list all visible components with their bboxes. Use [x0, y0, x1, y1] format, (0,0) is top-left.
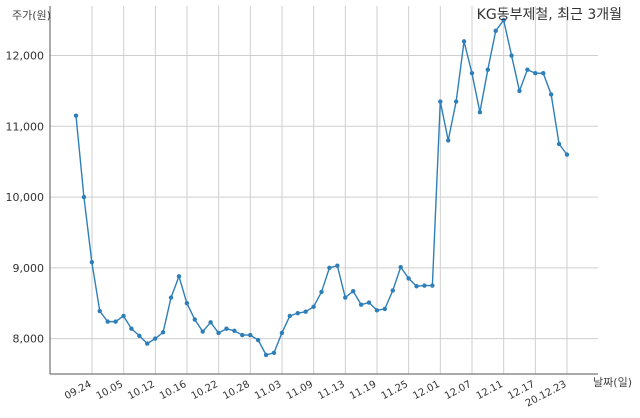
data-point — [414, 284, 419, 289]
data-point — [374, 308, 380, 313]
data-point — [89, 259, 95, 265]
data-point — [271, 350, 277, 355]
chart-title: KG동부제철, 최근 3개월 — [477, 7, 622, 23]
data-point — [152, 336, 158, 341]
y-tick-label: 11,000 — [6, 120, 45, 133]
x-tick-label: 10.22 — [190, 379, 220, 402]
x-tick-label: 11.19 — [348, 379, 378, 402]
x-tick-label: 10.16 — [158, 379, 188, 402]
data-point — [541, 71, 546, 76]
x-tick-label: 10.05 — [95, 379, 125, 402]
data-point — [145, 341, 150, 346]
data-point — [129, 326, 134, 331]
x-tick-label: 11.25 — [380, 379, 410, 402]
x-tick-label: 11.03 — [253, 379, 283, 402]
data-point — [184, 301, 190, 306]
data-point — [192, 317, 197, 322]
grid-lines — [50, 6, 598, 374]
y-tick-label: 9,000 — [13, 262, 45, 275]
data-point — [303, 309, 308, 314]
data-point — [311, 304, 316, 309]
data-point — [501, 17, 506, 23]
data-point — [446, 138, 451, 143]
data-point — [422, 283, 427, 288]
data-point — [366, 300, 372, 305]
data-point — [105, 319, 110, 324]
data-point — [81, 194, 87, 200]
data-point — [287, 313, 293, 319]
data-point — [564, 152, 570, 157]
data-point — [97, 308, 102, 314]
x-tick-label: 12.11 — [475, 379, 505, 402]
data-point — [73, 113, 79, 118]
x-tick-label: 11.13 — [316, 379, 346, 402]
data-point — [335, 263, 340, 268]
data-point — [255, 337, 261, 343]
data-point — [216, 330, 221, 336]
x-tick-label: 10.28 — [221, 379, 251, 402]
series-group — [73, 17, 570, 358]
data-point — [477, 109, 483, 115]
data-point — [390, 288, 395, 293]
data-point — [200, 329, 205, 334]
data-point — [525, 67, 530, 72]
y-tick-label: 10,000 — [6, 191, 45, 204]
axes — [49, 6, 598, 375]
data-point — [121, 313, 126, 319]
data-point — [343, 295, 348, 300]
data-point — [358, 302, 364, 307]
data-point — [232, 328, 237, 334]
data-point — [548, 92, 554, 97]
x-tick-label: 11.09 — [285, 379, 315, 402]
data-point — [398, 264, 403, 270]
data-point — [350, 289, 356, 294]
data-point — [137, 333, 142, 338]
y-tick-label: 12,000 — [6, 50, 45, 63]
data-point — [279, 330, 285, 336]
x-axis-label: 날짜(일) — [593, 375, 632, 389]
data-point — [248, 332, 253, 338]
data-point — [208, 320, 213, 325]
data-point — [240, 332, 245, 338]
data-point — [438, 99, 443, 104]
series-line — [75, 18, 568, 356]
data-point — [327, 265, 332, 271]
data-point — [469, 71, 475, 76]
data-point — [160, 330, 166, 335]
data-point — [493, 28, 498, 33]
data-point — [263, 352, 269, 358]
data-point — [533, 71, 538, 76]
data-point — [406, 276, 411, 281]
y-axis-label: 주가(원) — [12, 9, 51, 22]
data-point — [509, 53, 514, 58]
data-point — [224, 326, 229, 331]
data-point — [113, 319, 118, 324]
x-tick-label: 09.24 — [63, 379, 93, 402]
data-point — [461, 39, 467, 44]
data-point — [295, 310, 300, 316]
x-tick-label: 12.07 — [443, 379, 473, 402]
data-point — [319, 289, 324, 295]
data-point — [556, 141, 562, 147]
data-point — [517, 88, 522, 94]
data-point — [485, 67, 491, 72]
y-tick-label: 8,000 — [13, 333, 45, 346]
data-point — [453, 99, 459, 104]
data-point — [168, 295, 174, 300]
x-tick-label: 12.01 — [411, 379, 441, 402]
data-point — [430, 283, 435, 288]
data-point — [382, 306, 388, 312]
x-tick-label: 10.12 — [126, 379, 156, 402]
data-point — [176, 274, 182, 279]
